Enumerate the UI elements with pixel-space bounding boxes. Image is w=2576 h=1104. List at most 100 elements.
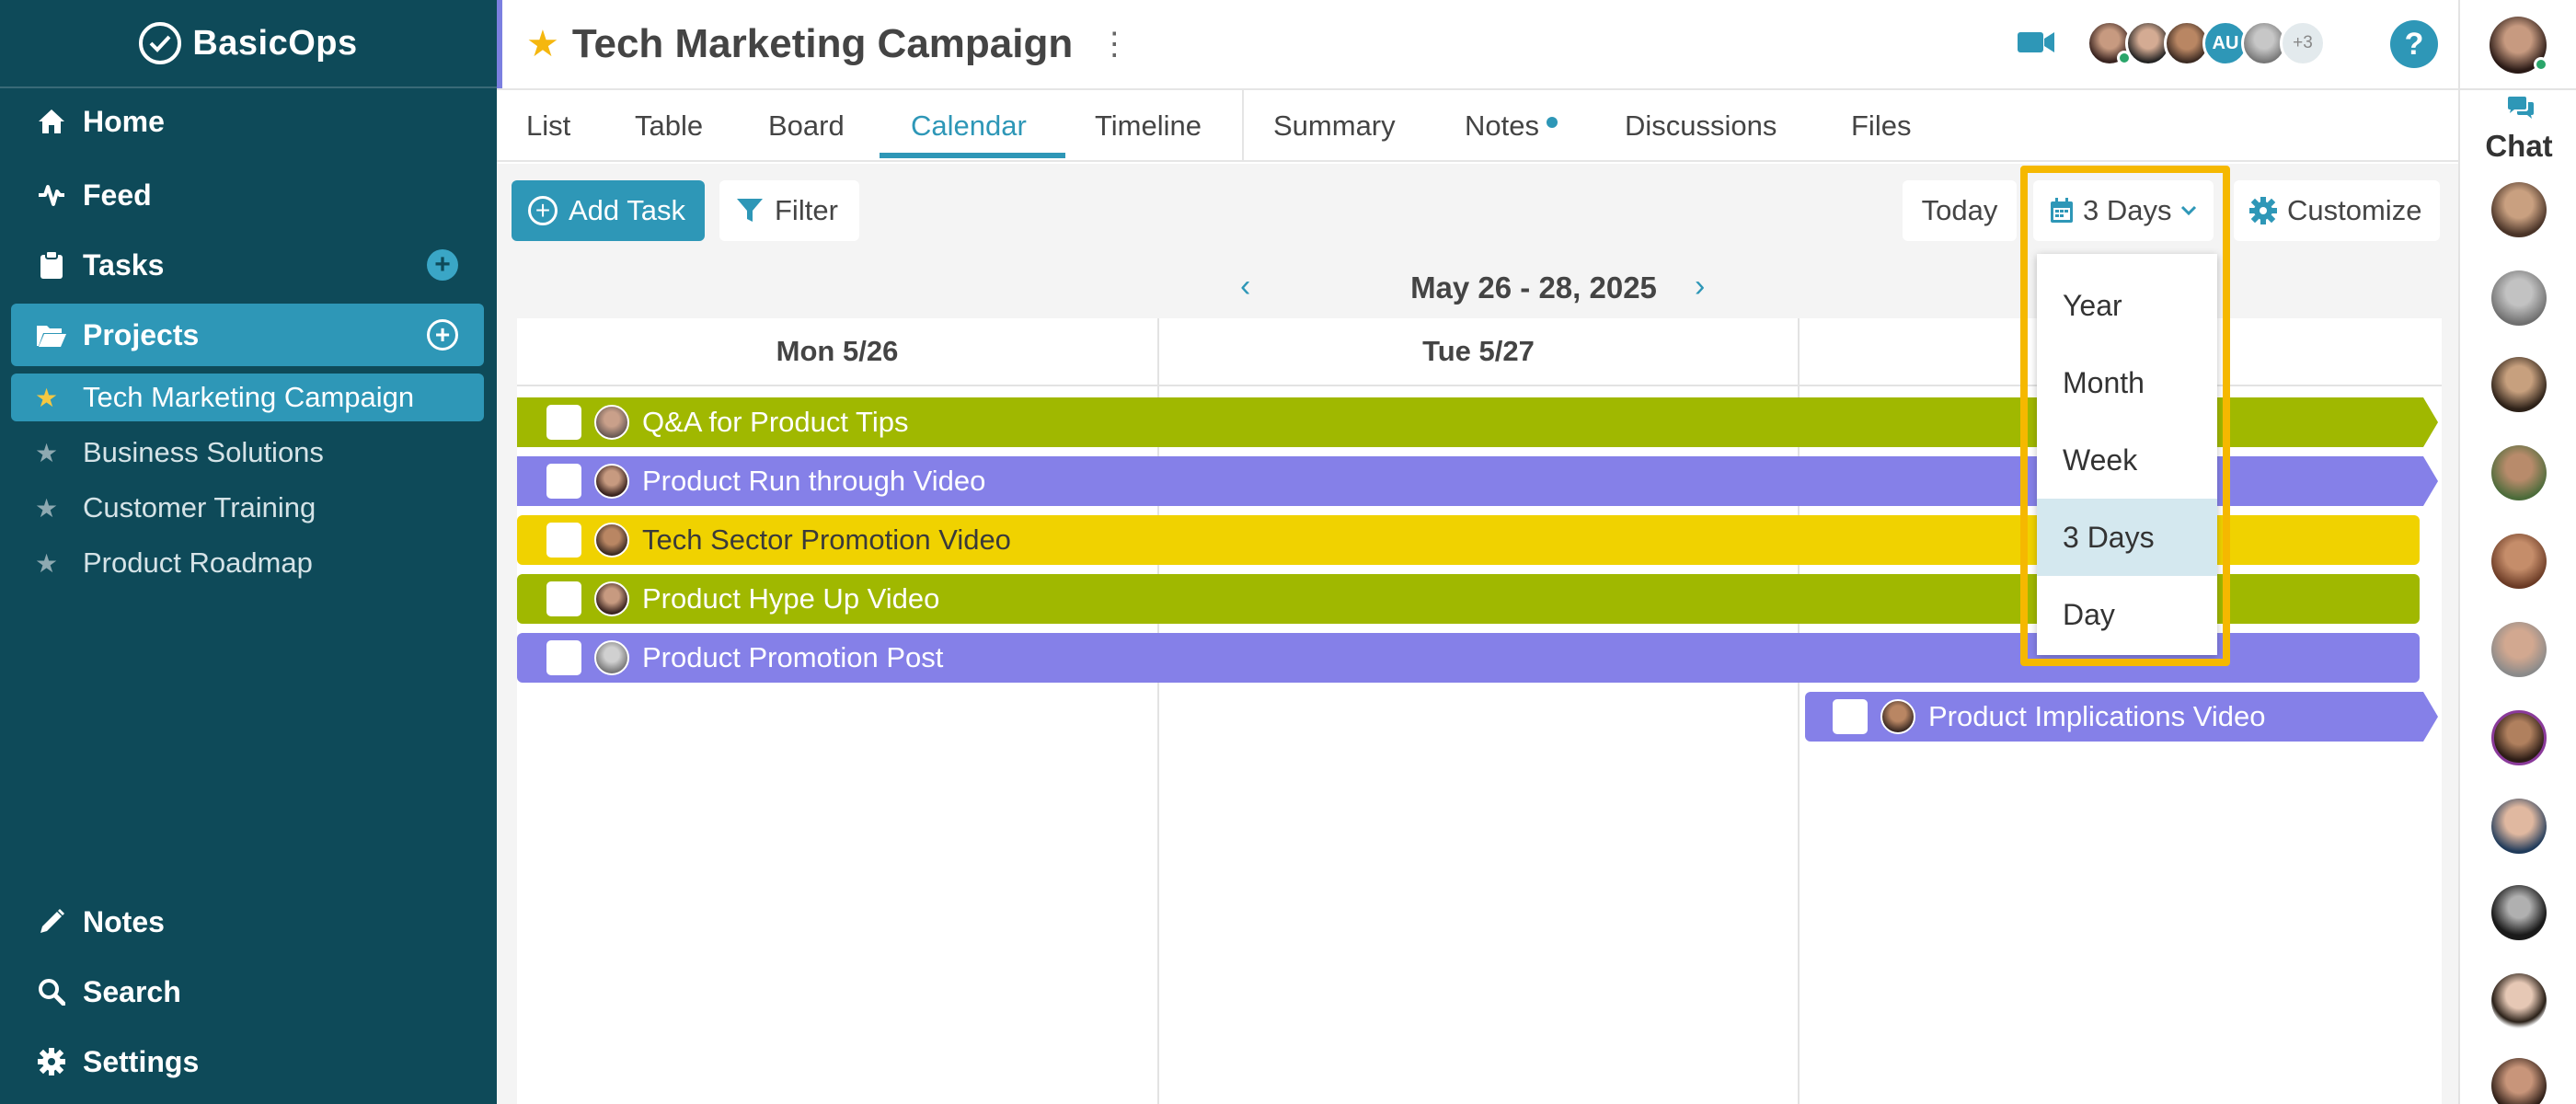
nav-tasks-label: Tasks xyxy=(83,247,165,282)
chat-label: Chat xyxy=(2485,129,2553,163)
more-members-count[interactable]: +3 xyxy=(2280,20,2326,66)
gear-icon xyxy=(2248,196,2278,225)
nav-notes-label: Notes xyxy=(83,904,165,938)
tab-files[interactable]: Files xyxy=(1851,109,1912,142)
chat-contact-avatar[interactable] xyxy=(2491,622,2547,677)
customize-label: Customize xyxy=(2287,194,2422,226)
add-project-plus-icon[interactable]: + xyxy=(427,319,458,351)
assignee-avatar xyxy=(594,405,629,440)
nav-settings[interactable]: Settings xyxy=(11,1030,484,1093)
nav-search[interactable]: Search xyxy=(11,960,484,1023)
task-checkbox[interactable] xyxy=(546,464,581,499)
nav-home[interactable]: Home xyxy=(11,90,484,153)
view-option-week[interactable]: Week xyxy=(2063,443,2138,477)
customize-button[interactable]: Customize xyxy=(2234,180,2440,241)
today-button[interactable]: Today xyxy=(1903,180,2017,241)
star-icon: ★ xyxy=(35,383,59,412)
assignee-avatar xyxy=(1880,699,1915,734)
nav-projects[interactable]: Projects + xyxy=(11,304,484,366)
project-header: ★ Tech Marketing Campaign ⋮ AU +3 ? xyxy=(497,0,2458,88)
search-icon xyxy=(35,975,68,1008)
chat-contact-avatar[interactable] xyxy=(2491,885,2547,940)
filter-icon xyxy=(736,197,764,224)
view-option-day[interactable]: Day xyxy=(2063,597,2115,631)
chat-bubble-icon[interactable] xyxy=(2506,96,2536,126)
tab-calendar[interactable]: Calendar xyxy=(911,109,1027,142)
project-product-roadmap[interactable]: ★ Product Roadmap xyxy=(11,539,484,587)
chat-contact-avatar[interactable] xyxy=(2491,270,2547,326)
nav-notes[interactable]: Notes xyxy=(11,891,484,953)
star-icon: ★ xyxy=(35,548,59,578)
help-icon[interactable]: ? xyxy=(2390,20,2438,68)
project-business-solutions[interactable]: ★ Business Solutions xyxy=(11,429,484,477)
tab-discussions[interactable]: Discussions xyxy=(1625,109,1777,142)
view-range-select[interactable]: 3 Days xyxy=(2033,180,2214,241)
task-bar[interactable]: Product Implications Video xyxy=(1805,692,2438,742)
add-task-button[interactable]: + Add Task xyxy=(512,180,705,241)
member-avatars[interactable]: AU +3 xyxy=(2087,20,2326,66)
view-range-value: 3 Days xyxy=(2083,194,2172,226)
chat-contact-avatar[interactable] xyxy=(2491,357,2547,412)
chat-contact-avatar[interactable] xyxy=(2491,182,2547,237)
chat-contact-avatar[interactable] xyxy=(2491,973,2547,1029)
view-option-3-days[interactable]: 3 Days xyxy=(2037,499,2217,576)
assignee-avatar xyxy=(594,464,629,499)
active-tab-indicator xyxy=(880,153,1065,158)
task-label: Product Implications Video xyxy=(1928,700,2266,732)
view-option-year[interactable]: Year xyxy=(2063,288,2122,322)
tab-board[interactable]: Board xyxy=(768,109,845,142)
filter-label: Filter xyxy=(775,194,838,226)
favorite-star-icon[interactable]: ★ xyxy=(526,24,559,64)
task-checkbox[interactable] xyxy=(546,640,581,675)
project-label: Business Solutions xyxy=(83,436,324,468)
star-icon: ★ xyxy=(35,438,59,467)
date-range: May 26 - 28, 2025 xyxy=(1410,270,1657,305)
task-label: Product Promotion Post xyxy=(642,641,944,673)
add-task-plus-icon[interactable]: + xyxy=(427,249,458,281)
column-divider xyxy=(1798,318,1800,1104)
gear-icon xyxy=(35,1045,68,1078)
project-tech-marketing-campaign[interactable]: ★ Tech Marketing Campaign xyxy=(11,374,484,421)
chat-contact-avatar[interactable] xyxy=(2491,445,2547,500)
nav-feed-label: Feed xyxy=(83,178,152,212)
nav-projects-label: Projects xyxy=(83,317,200,351)
tab-table[interactable]: Table xyxy=(635,109,704,142)
column-divider xyxy=(1157,318,1159,1104)
nav-feed[interactable]: Feed xyxy=(11,164,484,226)
filter-button[interactable]: Filter xyxy=(719,180,859,241)
chat-contact-avatar[interactable] xyxy=(2491,799,2547,854)
view-option-month[interactable]: Month xyxy=(2063,365,2145,399)
assignee-avatar xyxy=(594,581,629,616)
calendar-icon xyxy=(2050,198,2074,224)
chat-contact-avatar[interactable] xyxy=(2491,710,2547,765)
column-header-tue: Tue 5/27 xyxy=(1159,318,1798,386)
tab-summary[interactable]: Summary xyxy=(1273,109,1396,142)
task-checkbox[interactable] xyxy=(1833,699,1868,734)
tab-list[interactable]: List xyxy=(526,109,571,142)
previous-range-icon[interactable]: ‹ xyxy=(1240,269,1251,304)
tab-notes-label: Notes xyxy=(1465,109,1539,142)
chat-contact-avatar[interactable] xyxy=(2491,534,2547,589)
video-camera-icon[interactable] xyxy=(2016,24,2056,65)
tab-notes[interactable]: Notes xyxy=(1465,90,1558,162)
nav-tasks[interactable]: Tasks + xyxy=(11,234,484,296)
tab-timeline[interactable]: Timeline xyxy=(1095,109,1202,142)
logo-check-icon xyxy=(139,22,182,64)
nav-settings-label: Settings xyxy=(83,1044,200,1078)
task-checkbox[interactable] xyxy=(546,523,581,558)
more-options-icon[interactable]: ⋮ xyxy=(1098,27,1131,62)
avatar[interactable] xyxy=(2125,20,2171,66)
chat-contact-avatar[interactable] xyxy=(2491,1058,2547,1104)
task-checkbox[interactable] xyxy=(546,581,581,616)
task-checkbox[interactable] xyxy=(546,405,581,440)
online-indicator xyxy=(2534,57,2548,72)
avatar-initials[interactable]: AU xyxy=(2202,20,2248,66)
folder-open-icon xyxy=(35,318,68,351)
view-range-dropdown: Year Month Week 3 Days Day xyxy=(2037,254,2217,655)
next-range-icon[interactable]: › xyxy=(1695,269,1706,304)
app-logo[interactable]: BasicOps xyxy=(0,0,497,88)
nav-home-label: Home xyxy=(83,104,165,138)
view-tabs: List Table Board Calendar Timeline Summa… xyxy=(497,88,2458,162)
project-label: Product Roadmap xyxy=(83,546,313,579)
project-customer-training[interactable]: ★ Customer Training xyxy=(11,484,484,532)
